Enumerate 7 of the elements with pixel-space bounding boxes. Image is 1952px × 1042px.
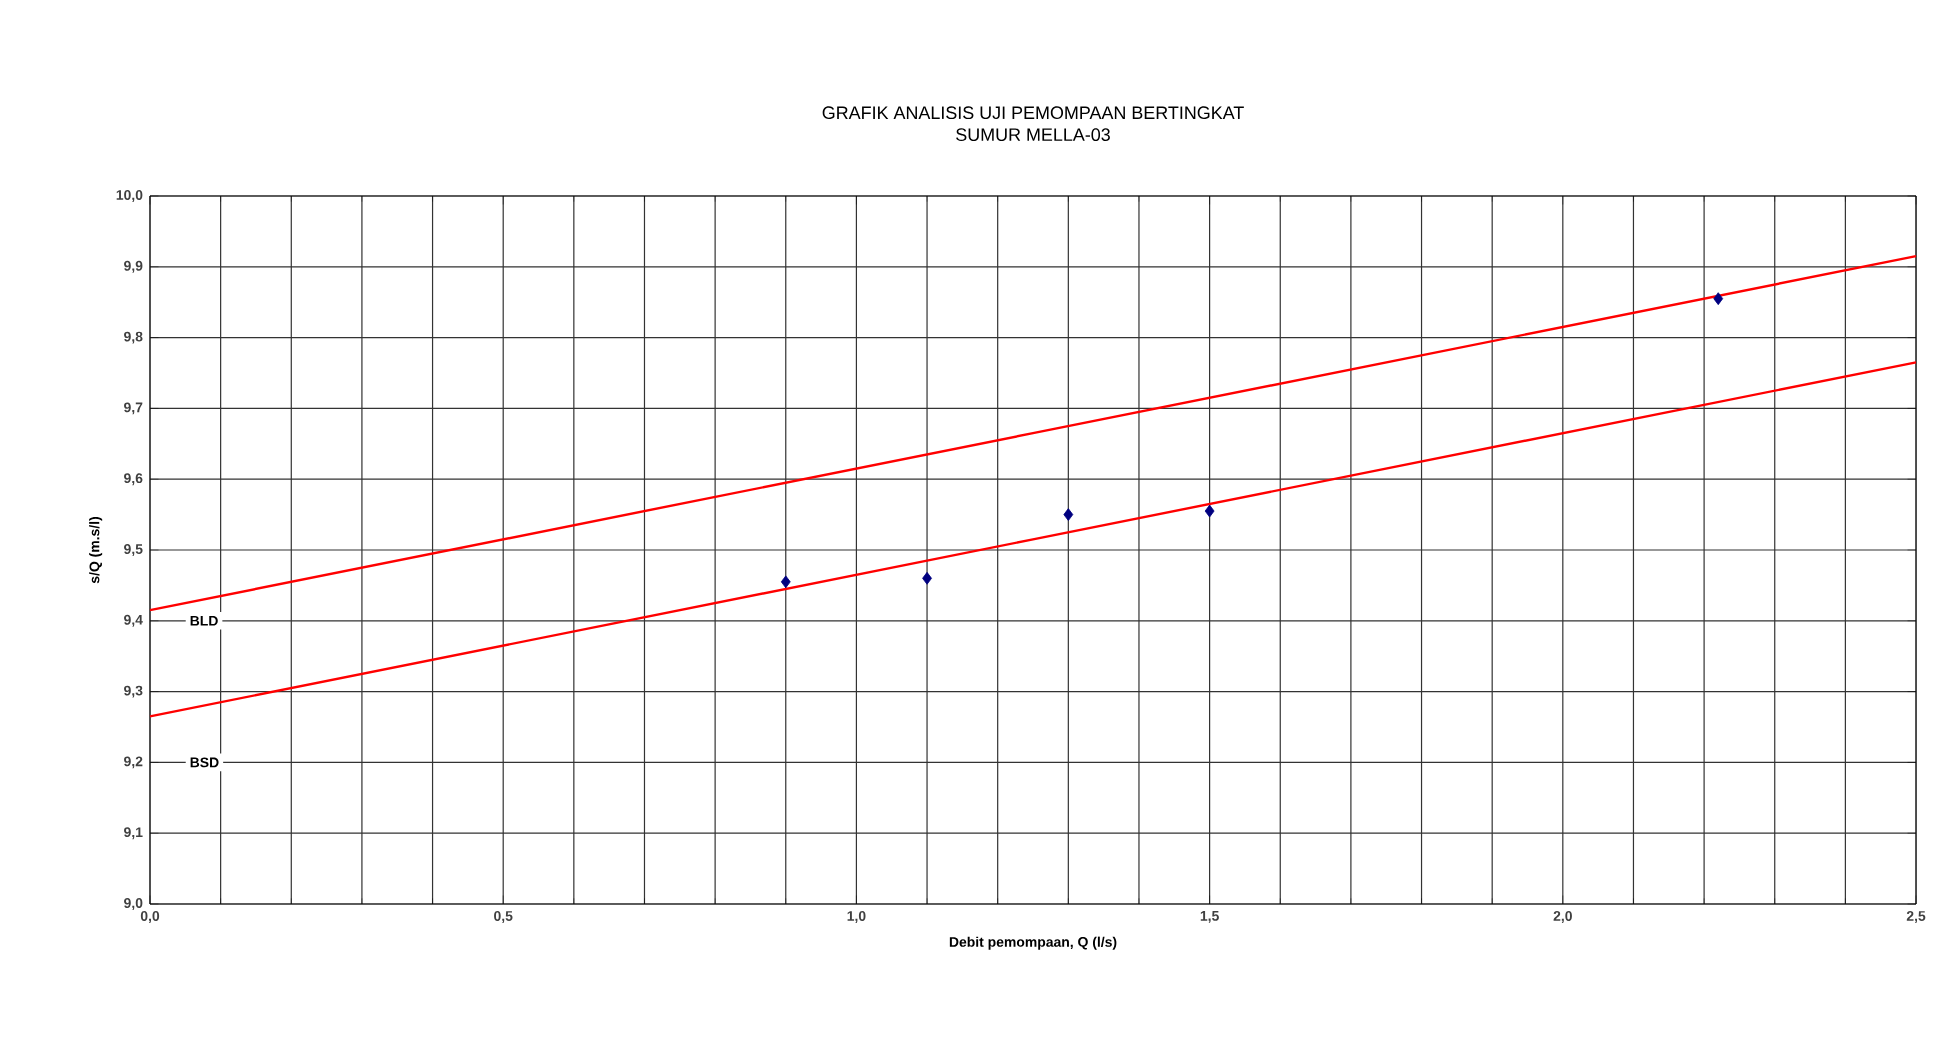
point — [922, 571, 932, 585]
point — [780, 575, 791, 589]
chart-subtitle: SUMUR MELLA-03 — [956, 128, 1110, 142]
point — [1063, 508, 1074, 521]
point — [1204, 504, 1215, 518]
point — [1713, 292, 1724, 306]
chart-title: GRAFIK ANALISIS UJI PEMOMPAAN BERTINGKAT — [822, 106, 1244, 120]
